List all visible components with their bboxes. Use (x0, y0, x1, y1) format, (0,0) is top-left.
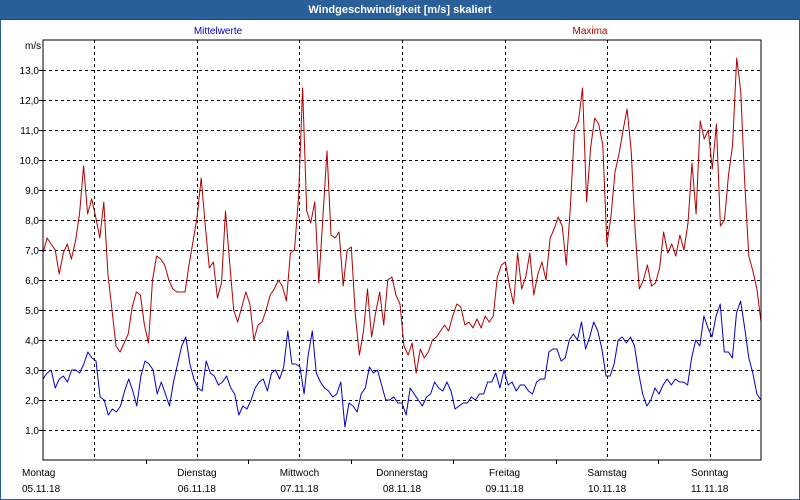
y-tick-label: 1,0 (25, 426, 39, 437)
series-line-mittelwerte (42, 300, 762, 428)
x-date-label: 05.11.18 (22, 484, 61, 495)
x-date-label: 10.11.18 (588, 484, 627, 495)
legend-maxima: Maxima (572, 26, 607, 37)
y-tick-label: 12,0 (20, 96, 40, 107)
window-title: Windgeschwindigkeit [m/s] skaliert (0, 0, 800, 20)
series-line-maxima (42, 57, 762, 374)
x-day-label: Sonntag (691, 468, 728, 479)
plot-border (42, 39, 762, 461)
wind-speed-chart: m/s Mittelwerte Maxima 1,0 2,0 3,0 4,0 5,0 6,… (20, 26, 762, 495)
y-tick-label: 13,0 (20, 66, 40, 77)
x-date-label: 09.11.18 (485, 484, 524, 495)
chart-frame: m/s Mittelwerte Maxima 1,0 2,0 3,0 4,0 5,0 6,… (0, 20, 800, 500)
y-tick-label: 2,0 (25, 396, 39, 407)
y-tick-label: 8,0 (25, 216, 39, 227)
x-day-label: Samstag (587, 468, 626, 479)
x-day-label: Montag (22, 468, 55, 479)
x-date-label: 07.11.18 (280, 484, 319, 495)
x-day-label: Dienstag (177, 468, 216, 479)
y-tick-label: 9,0 (25, 186, 39, 197)
y-tick-label: 3,0 (25, 366, 39, 377)
y-tick-label: 5,0 (25, 306, 39, 317)
x-day-label: Donnerstag (376, 468, 428, 479)
axes: 1,0 2,0 3,0 4,0 5,0 6,0 7,0 8,0 9,0 10,0 11,0 12,0 1… (20, 66, 729, 495)
y-tick-label: 4,0 (25, 336, 39, 347)
y-tick-label: 11,0 (20, 126, 39, 137)
x-date-label: 06.11.18 (178, 484, 217, 495)
y-tick-label: 10,0 (20, 156, 40, 167)
x-day-label: Mittwoch (280, 468, 319, 479)
legend-mittelwerte: Mittelwerte (194, 26, 243, 37)
grid (43, 40, 761, 460)
x-day-label: Freitag (489, 468, 520, 479)
series (42, 57, 762, 428)
x-date-label: 11.11.18 (691, 484, 729, 495)
y-tick-label: 6,0 (25, 276, 39, 287)
y-tick-label: 7,0 (25, 246, 39, 257)
x-date-label: 08.11.18 (383, 484, 422, 495)
y-axis-unit-label: m/s (25, 41, 41, 52)
